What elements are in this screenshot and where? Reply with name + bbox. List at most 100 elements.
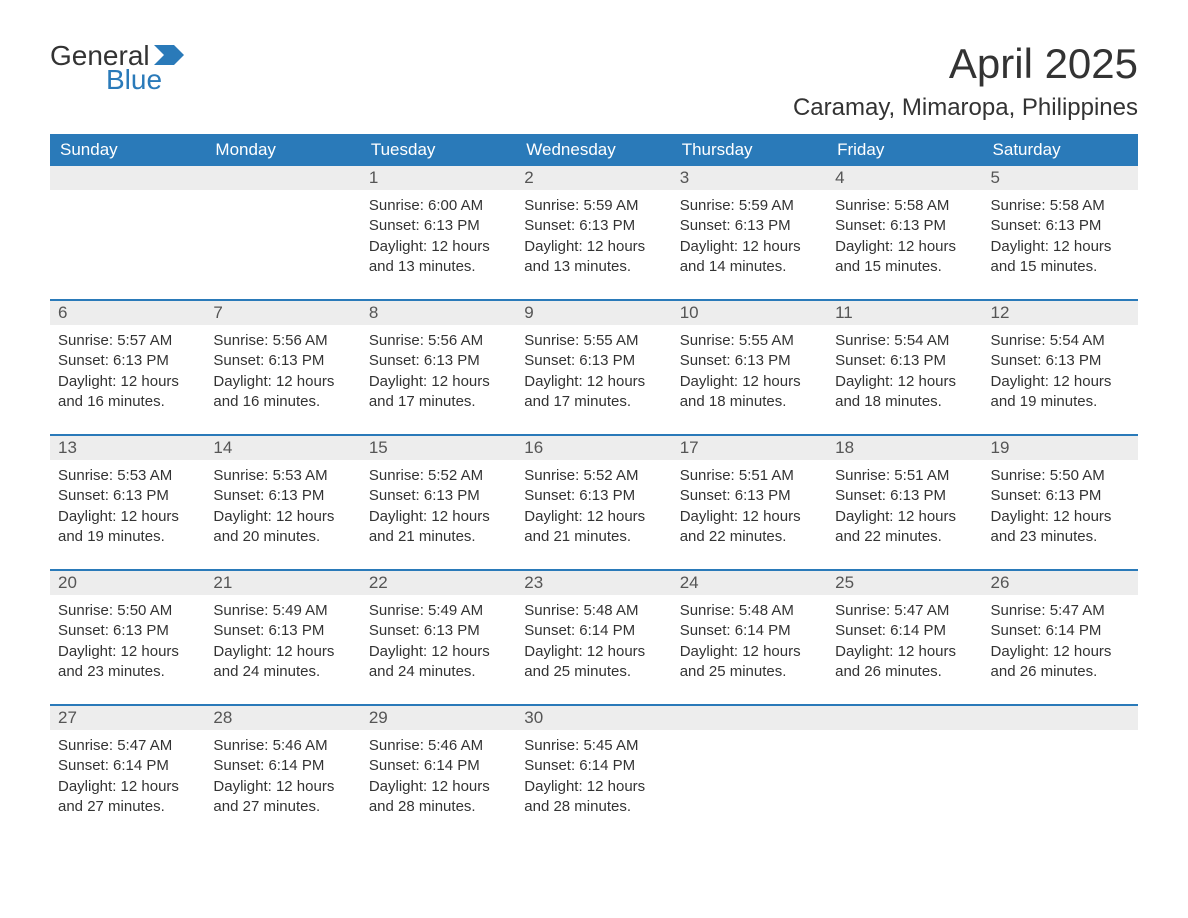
day-daylight1: Daylight: 12 hours <box>680 237 819 257</box>
calendar-cell: 2Sunrise: 5:59 AMSunset: 6:13 PMDaylight… <box>516 166 671 300</box>
day-sunrise: Sunrise: 5:59 AM <box>680 196 819 216</box>
calendar-cell: 25Sunrise: 5:47 AMSunset: 6:14 PMDayligh… <box>827 570 982 705</box>
day-data: Sunrise: 6:00 AMSunset: 6:13 PMDaylight:… <box>361 190 516 299</box>
day-number: 22 <box>361 571 516 595</box>
day-daylight1: Daylight: 12 hours <box>680 372 819 392</box>
location-subtitle: Caramay, Mimaropa, Philippines <box>793 94 1138 122</box>
calendar-cell: 14Sunrise: 5:53 AMSunset: 6:13 PMDayligh… <box>205 435 360 570</box>
day-daylight1: Daylight: 12 hours <box>680 507 819 527</box>
day-daylight1: Daylight: 12 hours <box>524 642 663 662</box>
day-data: Sunrise: 5:45 AMSunset: 6:14 PMDaylight:… <box>516 730 671 839</box>
calendar-cell <box>672 705 827 839</box>
calendar-week-row: 20Sunrise: 5:50 AMSunset: 6:13 PMDayligh… <box>50 570 1138 705</box>
day-daylight1: Daylight: 12 hours <box>680 642 819 662</box>
day-sunrise: Sunrise: 5:54 AM <box>835 331 974 351</box>
day-sunset: Sunset: 6:13 PM <box>369 351 508 371</box>
day-daylight2: and 17 minutes. <box>369 392 508 412</box>
day-number: 16 <box>516 436 671 460</box>
day-sunrise: Sunrise: 5:58 AM <box>835 196 974 216</box>
day-sunset: Sunset: 6:13 PM <box>680 351 819 371</box>
day-sunrise: Sunrise: 5:56 AM <box>213 331 352 351</box>
day-daylight2: and 16 minutes. <box>213 392 352 412</box>
calendar-cell: 10Sunrise: 5:55 AMSunset: 6:13 PMDayligh… <box>672 300 827 435</box>
day-sunrise: Sunrise: 5:45 AM <box>524 736 663 756</box>
day-number: 28 <box>205 706 360 730</box>
day-daylight2: and 19 minutes. <box>58 527 197 547</box>
day-daylight1: Daylight: 12 hours <box>213 642 352 662</box>
calendar-table: Sunday Monday Tuesday Wednesday Thursday… <box>50 134 1138 839</box>
day-number: 26 <box>983 571 1138 595</box>
day-sunset: Sunset: 6:13 PM <box>369 216 508 236</box>
day-daylight1: Daylight: 12 hours <box>524 237 663 257</box>
day-sunrise: Sunrise: 5:49 AM <box>369 601 508 621</box>
day-data <box>672 730 827 820</box>
day-number: 4 <box>827 166 982 190</box>
day-sunset: Sunset: 6:13 PM <box>835 486 974 506</box>
day-number: 20 <box>50 571 205 595</box>
day-data: Sunrise: 5:47 AMSunset: 6:14 PMDaylight:… <box>50 730 205 839</box>
day-daylight1: Daylight: 12 hours <box>524 372 663 392</box>
day-sunrise: Sunrise: 5:57 AM <box>58 331 197 351</box>
day-sunrise: Sunrise: 5:56 AM <box>369 331 508 351</box>
day-number: 21 <box>205 571 360 595</box>
day-sunset: Sunset: 6:13 PM <box>991 486 1130 506</box>
day-sunset: Sunset: 6:13 PM <box>58 486 197 506</box>
day-header: Wednesday <box>516 134 671 166</box>
day-sunrise: Sunrise: 5:52 AM <box>369 466 508 486</box>
day-number: 24 <box>672 571 827 595</box>
calendar-cell: 7 Sunrise: 5:56 AMSunset: 6:13 PMDaylight… <box>205 300 360 435</box>
day-daylight2: and 15 minutes. <box>991 257 1130 277</box>
day-number <box>827 706 982 730</box>
calendar-cell: 20Sunrise: 5:50 AMSunset: 6:13 PMDayligh… <box>50 570 205 705</box>
day-data: Sunrise: 5:46 AMSunset: 6:14 PMDaylight:… <box>361 730 516 839</box>
day-number: 2 <box>516 166 671 190</box>
day-daylight2: and 28 minutes. <box>369 797 508 817</box>
calendar-cell: 6Sunrise: 5:57 AMSunset: 6:13 PMDaylight… <box>50 300 205 435</box>
day-sunset: Sunset: 6:13 PM <box>213 351 352 371</box>
calendar-cell: 4Sunrise: 5:58 AMSunset: 6:13 PMDaylight… <box>827 166 982 300</box>
day-data: Sunrise: 5:48 AMSunset: 6:14 PMDaylight:… <box>672 595 827 704</box>
day-number: 8 <box>361 301 516 325</box>
day-sunset: Sunset: 6:13 PM <box>213 486 352 506</box>
day-daylight1: Daylight: 12 hours <box>369 372 508 392</box>
day-data: Sunrise: 5:50 AMSunset: 6:13 PMDaylight:… <box>50 595 205 704</box>
day-number: 7 <box>205 301 360 325</box>
day-sunrise: Sunrise: 5:53 AM <box>213 466 352 486</box>
day-sunrise: Sunrise: 5:58 AM <box>991 196 1130 216</box>
calendar-cell: 28Sunrise: 5:46 AMSunset: 6:14 PMDayligh… <box>205 705 360 839</box>
day-sunset: Sunset: 6:13 PM <box>524 486 663 506</box>
day-daylight2: and 18 minutes. <box>835 392 974 412</box>
day-sunset: Sunset: 6:13 PM <box>835 216 974 236</box>
day-data: Sunrise: 5:55 AMSunset: 6:13 PMDaylight:… <box>672 325 827 434</box>
day-daylight2: and 24 minutes. <box>213 662 352 682</box>
day-sunrise: Sunrise: 5:48 AM <box>680 601 819 621</box>
calendar-cell <box>50 166 205 300</box>
day-sunset: Sunset: 6:13 PM <box>213 621 352 641</box>
day-daylight1: Daylight: 12 hours <box>524 777 663 797</box>
day-sunrise: Sunrise: 5:51 AM <box>835 466 974 486</box>
day-number: 9 <box>516 301 671 325</box>
day-sunset: Sunset: 6:14 PM <box>58 756 197 776</box>
day-daylight1: Daylight: 12 hours <box>213 507 352 527</box>
day-daylight1: Daylight: 12 hours <box>991 237 1130 257</box>
day-header: Friday <box>827 134 982 166</box>
day-daylight2: and 26 minutes. <box>835 662 974 682</box>
day-daylight1: Daylight: 12 hours <box>369 642 508 662</box>
day-sunset: Sunset: 6:13 PM <box>680 486 819 506</box>
day-number: 3 <box>672 166 827 190</box>
day-daylight2: and 21 minutes. <box>524 527 663 547</box>
day-sunrise: Sunrise: 6:00 AM <box>369 196 508 216</box>
calendar-cell: 29Sunrise: 5:46 AMSunset: 6:14 PMDayligh… <box>361 705 516 839</box>
day-daylight2: and 17 minutes. <box>524 392 663 412</box>
day-sunrise: Sunrise: 5:47 AM <box>58 736 197 756</box>
day-sunset: Sunset: 6:13 PM <box>835 351 974 371</box>
day-header: Sunday <box>50 134 205 166</box>
day-data: Sunrise: 5:51 AMSunset: 6:13 PMDaylight:… <box>827 460 982 569</box>
day-data <box>50 190 205 280</box>
logo: General Blue <box>50 40 184 96</box>
day-number: 17 <box>672 436 827 460</box>
day-data: Sunrise: 5:59 AMSunset: 6:13 PMDaylight:… <box>672 190 827 299</box>
day-data: Sunrise: 5:46 AMSunset: 6:14 PMDaylight:… <box>205 730 360 839</box>
day-daylight1: Daylight: 12 hours <box>213 372 352 392</box>
day-sunrise: Sunrise: 5:51 AM <box>680 466 819 486</box>
